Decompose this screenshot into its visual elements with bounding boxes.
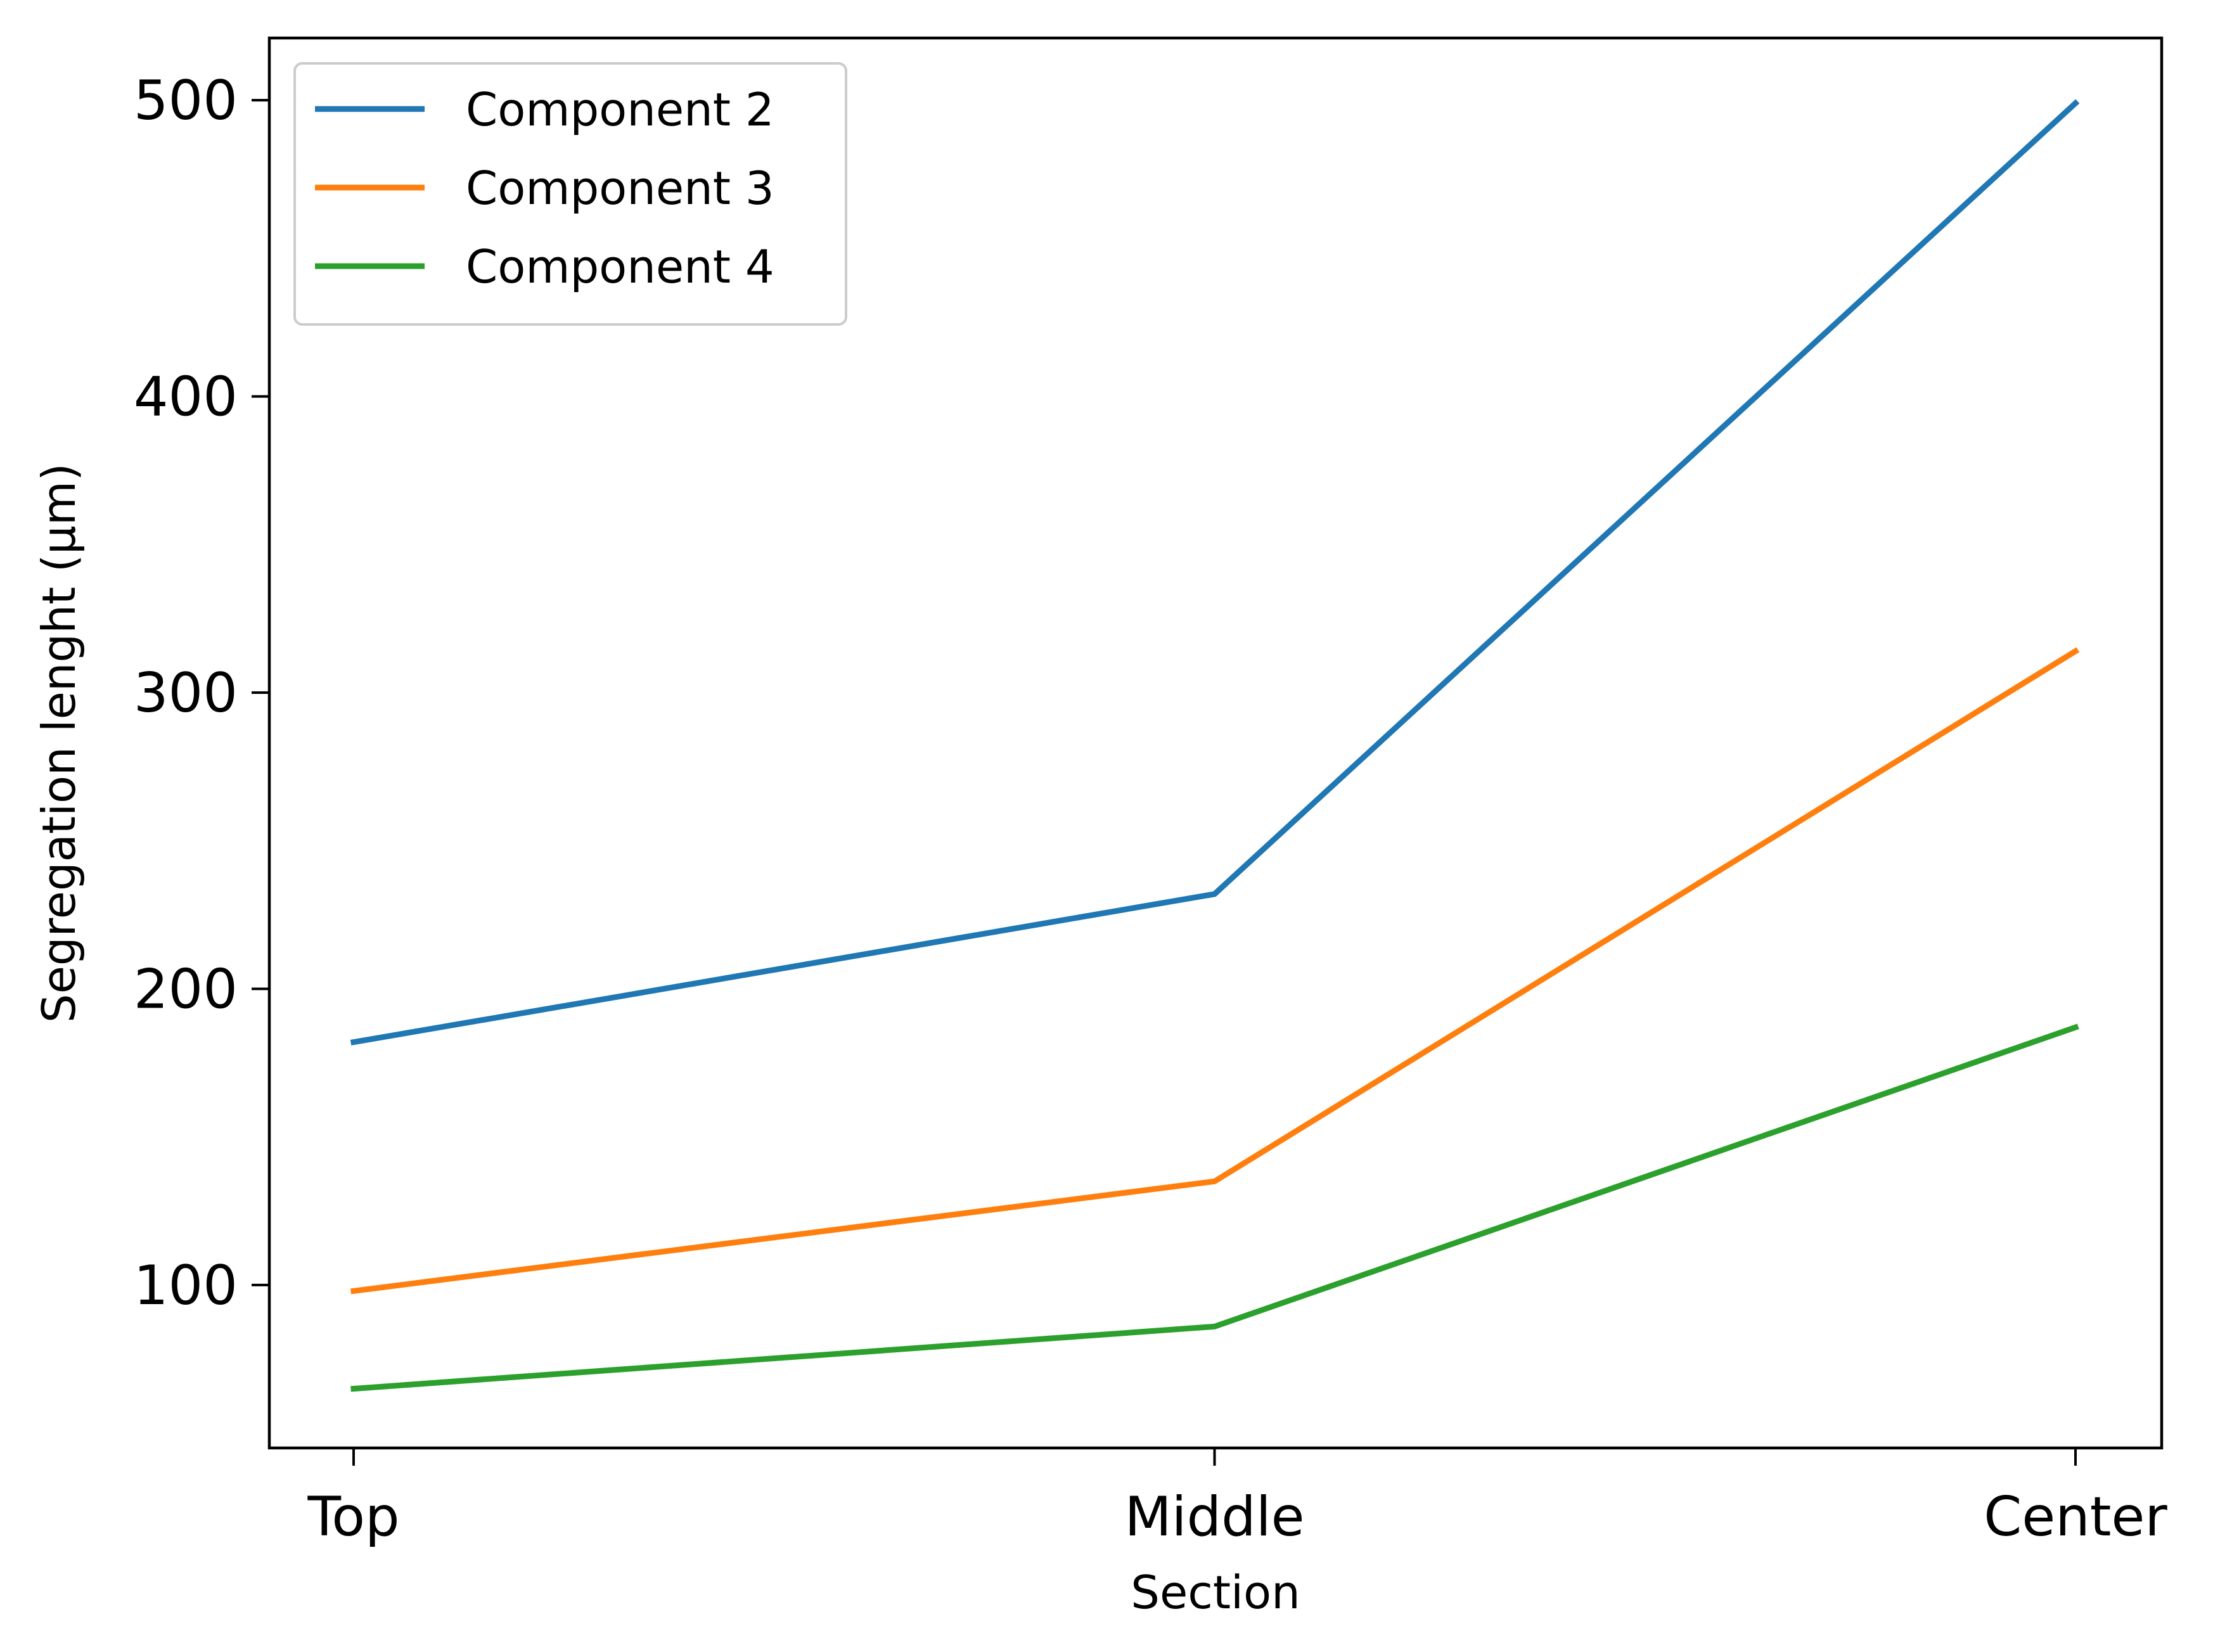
axis-ticks: Top Middle Center 100 200 300 400 500 [134,69,2168,1549]
legend-label: Component 2 [466,83,774,136]
y-tick-label: 300 [134,662,238,725]
legend: Component 2 Component 3 Component 4 [293,62,847,326]
series-line-4 [350,1023,2079,1392]
plot-area [350,99,2080,1392]
x-tick-label: Top [307,1485,399,1549]
x-tick-label: Middle [1124,1485,1304,1549]
y-tick-label: 400 [134,366,238,429]
series-line-2 [350,99,2080,1046]
y-tick-label: 200 [134,957,238,1021]
y-tick-label: 500 [134,69,238,132]
legend-label: Component 3 [466,162,774,215]
y-tick-label: 100 [134,1254,238,1317]
x-axis-label: Section [1131,1566,1300,1619]
x-tick-label: Center [1984,1485,2167,1549]
legend-box [293,62,847,326]
legend-label: Component 4 [466,240,774,293]
series-line-3 [350,647,2080,1295]
y-axis-label: Segregation lenght (µm) [32,463,86,1023]
